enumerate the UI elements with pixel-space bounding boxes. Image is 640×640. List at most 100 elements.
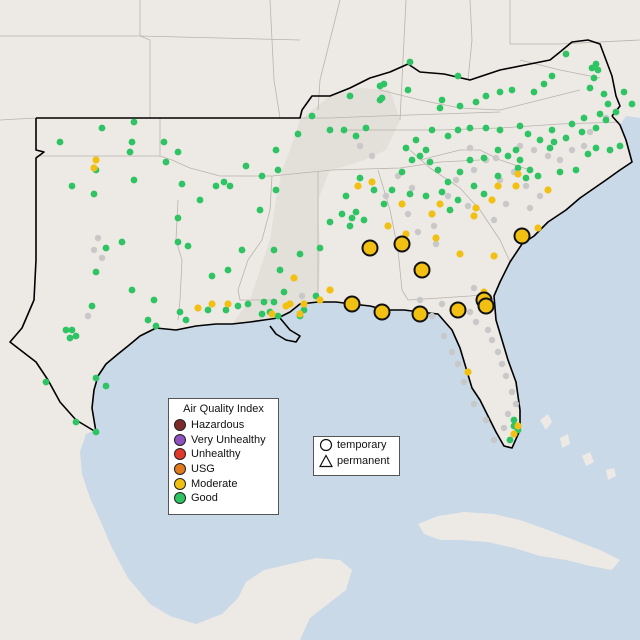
monitor-marker[interactable] [562,134,570,142]
monitor-marker[interactable] [494,182,502,190]
monitor-marker[interactable] [534,172,542,180]
monitor-marker[interactable] [502,200,510,208]
monitor-marker[interactable] [522,182,530,190]
monitor-marker[interactable] [90,190,98,198]
monitor-marker[interactable] [578,128,586,136]
monitor-marker[interactable] [456,168,464,176]
monitor-marker[interactable] [454,360,462,368]
monitor-marker[interactable] [422,146,430,154]
monitor-marker[interactable] [68,326,76,334]
monitor-marker[interactable] [426,158,434,166]
monitor-marker[interactable] [126,148,134,156]
monitor-marker[interactable] [510,430,518,438]
monitor-marker[interactable] [550,138,558,146]
monitor-marker[interactable] [422,192,430,200]
monitor-marker[interactable] [178,180,186,188]
monitor-marker[interactable] [492,154,500,162]
monitor-marker[interactable] [526,166,534,174]
monitor-marker[interactable] [438,188,446,196]
monitor-marker[interactable] [526,204,534,212]
monitor-marker[interactable] [500,424,508,432]
monitor-marker[interactable] [182,316,190,324]
monitor-marker[interactable] [84,312,92,320]
monitor-marker[interactable] [326,218,334,226]
monitor-marker[interactable] [496,88,504,96]
monitor-marker[interactable] [118,238,126,246]
monitor-marker[interactable] [470,400,478,408]
monitor-marker[interactable] [102,382,110,390]
monitor-marker[interactable] [300,300,308,308]
monitor-marker[interactable] [482,416,490,424]
monitor-marker[interactable] [514,164,522,172]
monitor-marker[interactable] [326,286,334,294]
monitor-marker[interactable] [208,300,216,308]
monitor-marker[interactable] [572,166,580,174]
monitor-marker[interactable] [98,124,106,132]
monitor-marker[interactable] [464,368,472,376]
monitor-marker[interactable] [354,182,362,190]
monitor-marker[interactable] [548,72,556,80]
monitor-marker[interactable] [490,436,498,444]
monitor-marker[interactable] [98,254,106,262]
monitor-marker[interactable] [272,186,280,194]
monitor-marker[interactable] [342,192,350,200]
monitor-marker[interactable] [482,124,490,132]
monitor-marker[interactable] [516,122,524,130]
monitor-marker[interactable] [62,326,70,334]
monitor-marker[interactable] [411,305,429,323]
monitor-marker[interactable] [274,166,282,174]
monitor-marker[interactable] [280,288,288,296]
monitor-marker[interactable] [361,239,379,257]
monitor-marker[interactable] [466,308,474,316]
monitor-marker[interactable] [446,206,454,214]
monitor-marker[interactable] [352,208,360,216]
monitor-marker[interactable] [444,132,452,140]
monitor-marker[interactable] [513,227,531,245]
monitor-marker[interactable] [470,212,478,220]
monitor-marker[interactable] [452,176,460,184]
monitor-marker[interactable] [373,303,391,321]
monitor-marker[interactable] [454,126,462,134]
monitor-marker[interactable] [472,204,480,212]
monitor-marker[interactable] [388,186,396,194]
monitor-marker[interactable] [290,274,298,282]
monitor-marker[interactable] [498,360,506,368]
monitor-marker[interactable] [316,244,324,252]
monitor-marker[interactable] [502,372,510,380]
monitor-marker[interactable] [580,142,588,150]
monitor-marker[interactable] [294,130,302,138]
monitor-marker[interactable] [592,144,600,152]
monitor-marker[interactable] [512,182,520,190]
monitor-marker[interactable] [440,332,448,340]
monitor-marker[interactable] [296,310,304,318]
monitor-marker[interactable] [428,312,436,320]
monitor-marker[interactable] [42,378,50,386]
monitor-marker[interactable] [234,302,242,310]
monitor-marker[interactable] [260,298,268,306]
monitor-marker[interactable] [204,306,212,314]
monitor-marker[interactable] [484,326,492,334]
monitor-marker[interactable] [449,301,467,319]
monitor-marker[interactable] [256,206,264,214]
monitor-marker[interactable] [536,192,544,200]
monitor-marker[interactable] [130,176,138,184]
monitor-marker[interactable] [338,210,346,218]
monitor-marker[interactable] [174,148,182,156]
monitor-marker[interactable] [444,178,452,186]
monitor-marker[interactable] [258,172,266,180]
monitor-marker[interactable] [362,124,370,132]
monitor-marker[interactable] [477,297,495,315]
monitor-marker[interactable] [536,136,544,144]
monitor-marker[interactable] [580,114,588,122]
monitor-marker[interactable] [472,98,480,106]
monitor-marker[interactable] [438,96,446,104]
monitor-marker[interactable] [470,284,478,292]
monitor-marker[interactable] [428,210,436,218]
monitor-marker[interactable] [530,88,538,96]
monitor-marker[interactable] [482,92,490,100]
monitor-marker[interactable] [102,244,110,252]
monitor-marker[interactable] [152,322,160,330]
monitor-marker[interactable] [276,266,284,274]
monitor-marker[interactable] [508,86,516,94]
